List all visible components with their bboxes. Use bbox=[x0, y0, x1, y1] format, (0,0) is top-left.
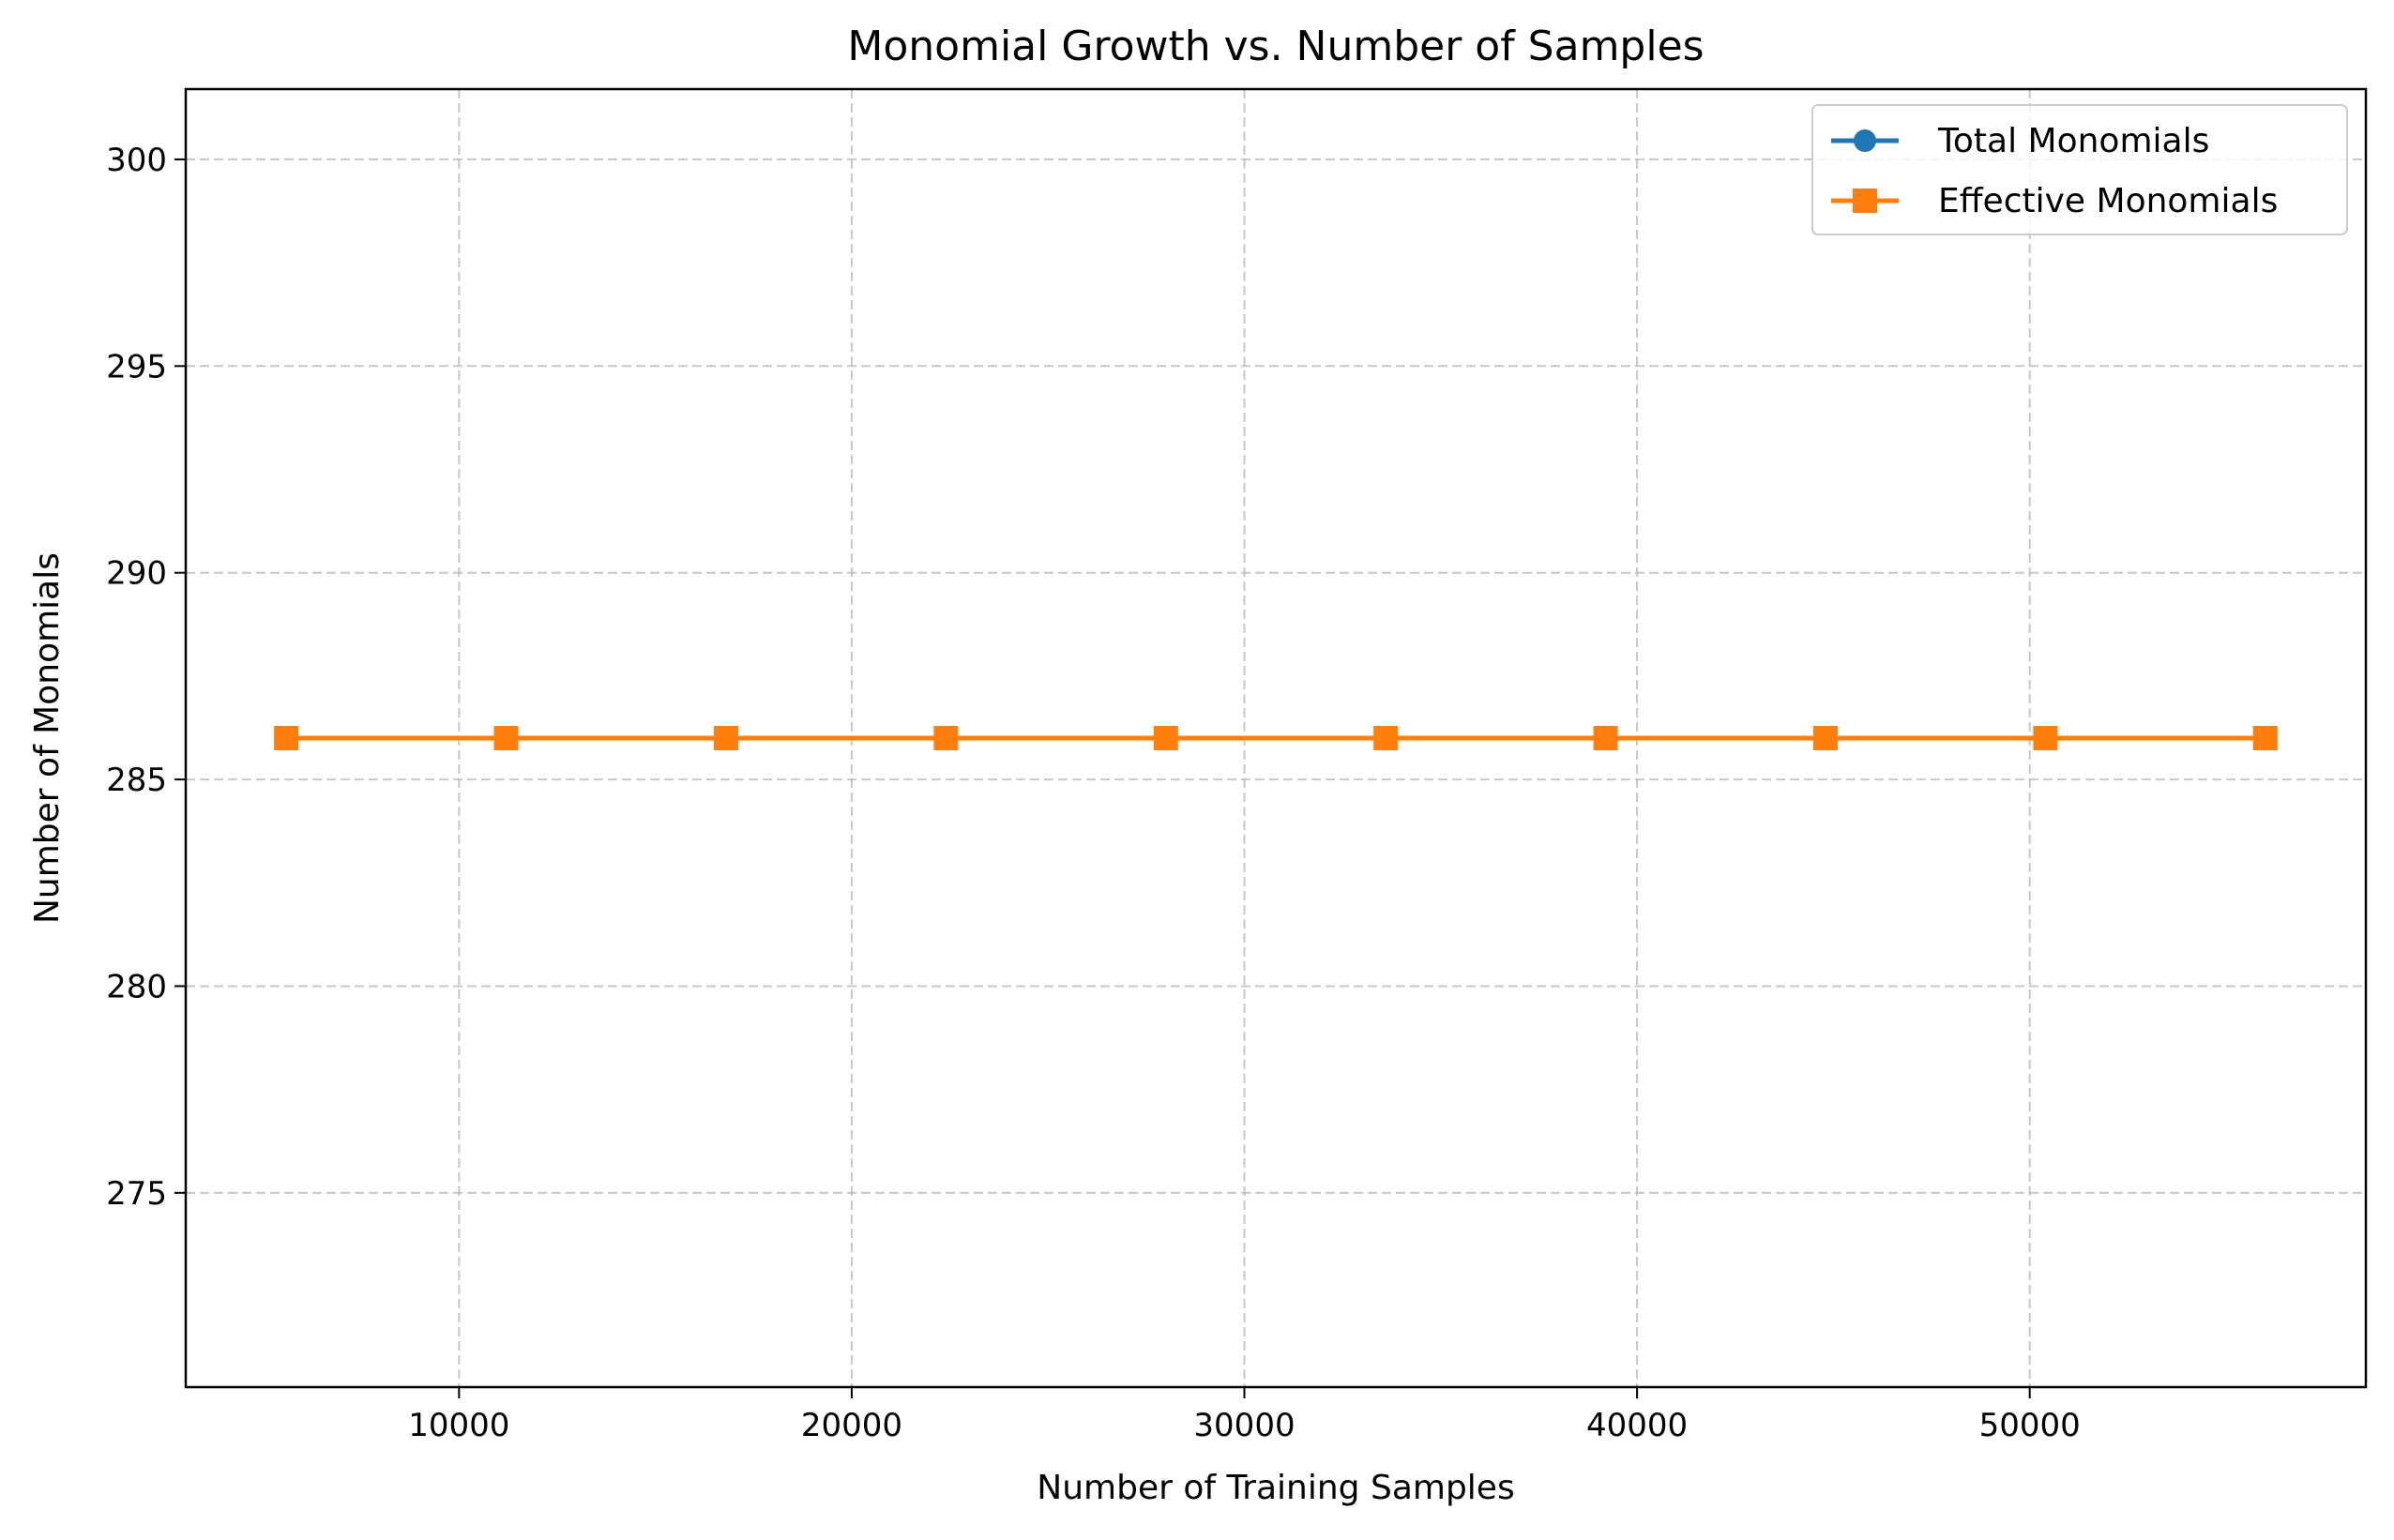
y-axis-label: Number of Monomials bbox=[28, 552, 67, 924]
x-tick-label: 30000 bbox=[1193, 1407, 1295, 1444]
data-point bbox=[2252, 726, 2278, 750]
legend-marker bbox=[1853, 189, 1877, 213]
x-tick-label: 10000 bbox=[408, 1407, 509, 1444]
plot-frame bbox=[184, 87, 2368, 1389]
data-point bbox=[713, 726, 738, 750]
chart-title: Monomial Growth vs. Number of Samples bbox=[847, 23, 1704, 70]
x-tick-label: 50000 bbox=[1979, 1407, 2081, 1444]
legend-label: Effective Monomials bbox=[1938, 182, 2278, 220]
data-point bbox=[1373, 726, 1399, 750]
data-point bbox=[933, 726, 959, 750]
x-axis-label: Number of Training Samples bbox=[1037, 1469, 1514, 1507]
legend-label: Total Monomials bbox=[1937, 122, 2209, 160]
data-point bbox=[1153, 726, 1178, 750]
y-tick-label: 295 bbox=[106, 348, 167, 385]
y-tick-label: 290 bbox=[106, 555, 167, 593]
plot-series bbox=[274, 726, 2278, 750]
legend-entry: Effective Monomials bbox=[1831, 182, 2278, 220]
y-tick-label: 280 bbox=[106, 968, 167, 1005]
data-point bbox=[274, 726, 299, 750]
y-tick-label: 300 bbox=[106, 142, 167, 179]
legend: Total Monomials Effective Monomials bbox=[1811, 104, 2348, 235]
y-tick-label: 275 bbox=[106, 1175, 167, 1213]
series-2 bbox=[274, 726, 2278, 750]
legend-entry: Total Monomials bbox=[1831, 122, 2209, 160]
axis-ticks: 10000 20000 30000 40000 50000 275 280 285 290 295… bbox=[106, 142, 2081, 1444]
legend-frame bbox=[1811, 104, 2348, 235]
data-point bbox=[2033, 726, 2058, 750]
y-tick-label: 285 bbox=[106, 762, 167, 799]
x-tick-label: 40000 bbox=[1586, 1407, 1688, 1444]
legend-marker bbox=[1854, 129, 1876, 152]
x-tick-label: 20000 bbox=[801, 1407, 902, 1444]
data-point bbox=[493, 726, 519, 750]
data-point bbox=[1593, 726, 1618, 750]
data-point bbox=[1813, 726, 1839, 750]
